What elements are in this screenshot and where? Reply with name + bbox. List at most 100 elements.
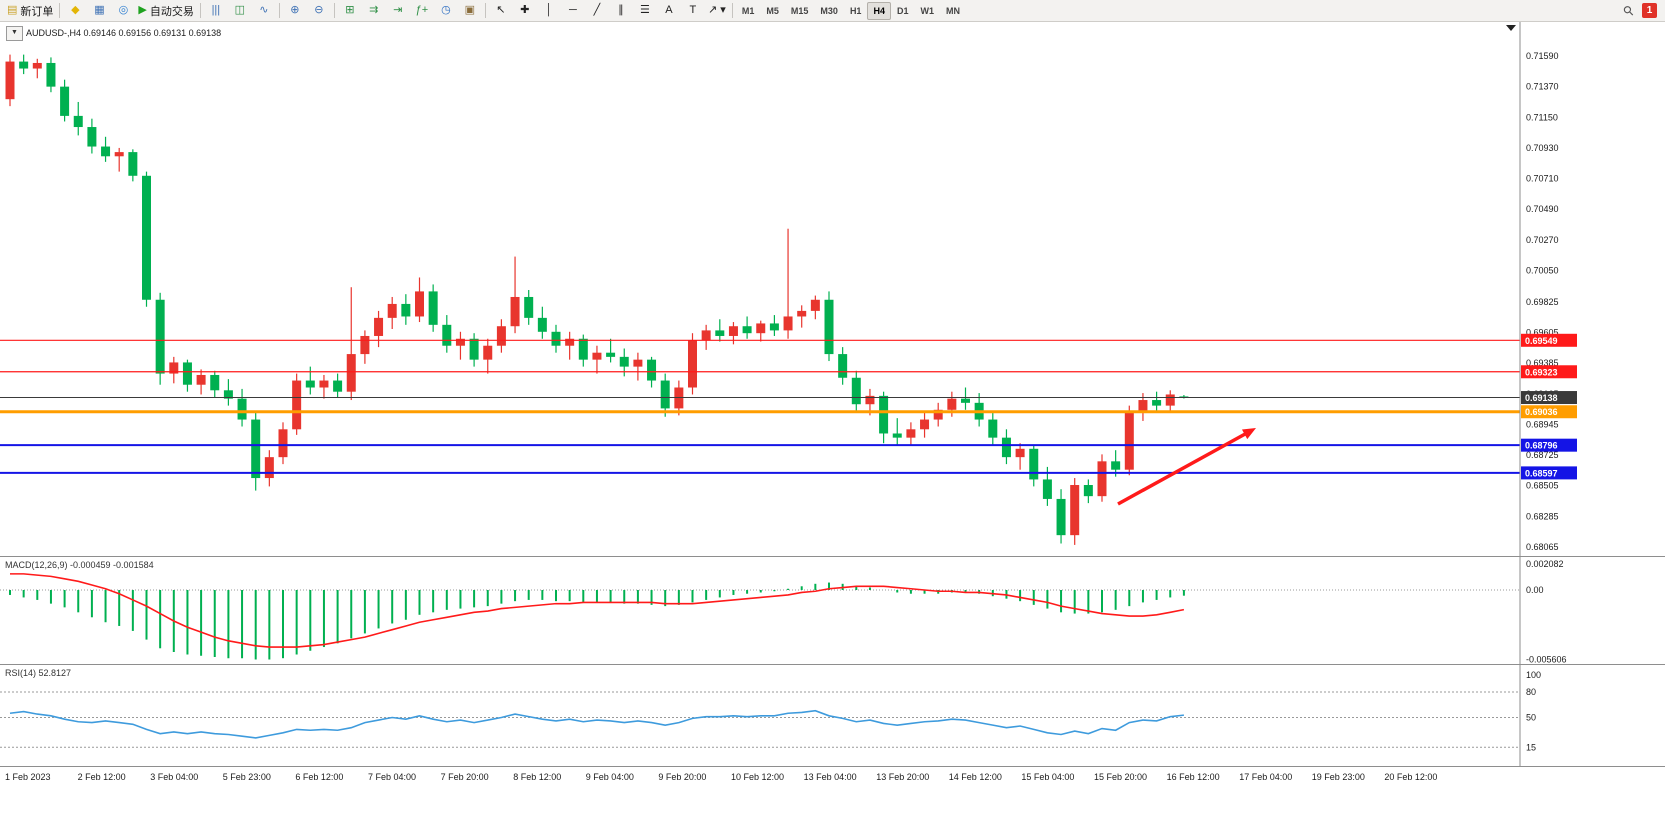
svg-text:0.71370: 0.71370 <box>1526 82 1559 92</box>
svg-text:-0.005606: -0.005606 <box>1526 655 1567 664</box>
timeframe-w1-button[interactable]: W1 <box>920 5 934 16</box>
channel-icon: ∥ <box>618 4 624 16</box>
market-watch-button[interactable]: ◆ <box>63 2 87 20</box>
macd-axis[interactable]: 0.002082 0.00 -0.005606 <box>1526 559 1567 664</box>
main-toolbar: ▤ 新订单 ◆ ▦ ◎ ▶ 自动交易 ||| ◫ ∿ ⊕ ⊖ ⊞ ⇉ ⇥ ƒ+ ◷ ▣ ↖ ✚ │ ─ ╱ ∥ ☰ A T ↗ ▾ M1… <box>0 0 1665 22</box>
macd-histogram <box>9 582 1185 660</box>
trendline-icon: ╱ <box>593 4 601 16</box>
time-axis-label: 5 Feb 23:00 <box>222 772 271 782</box>
template-image-icon: ▣ <box>464 4 476 16</box>
vertical-line-button[interactable]: │ <box>537 2 561 20</box>
svg-text:100: 100 <box>1526 670 1541 680</box>
time-axis-label: 1 Feb 2023 <box>5 772 51 782</box>
svg-text:0.69549: 0.69549 <box>1525 336 1558 346</box>
trend-arrow[interactable] <box>1117 428 1256 506</box>
autotrading-button-label: 自动交易 <box>149 5 194 18</box>
timeframe-d1-button[interactable]: D1 <box>896 5 909 16</box>
bar-chart-icon: ||| <box>211 4 221 16</box>
zoom-out-button[interactable]: ⊖ <box>307 2 331 20</box>
crosshair-button[interactable]: ✚ <box>513 2 537 20</box>
arrows-button[interactable]: ↗ ▾ <box>705 2 729 20</box>
new-order-button-label: 新订单 <box>20 5 54 18</box>
trendline-button[interactable]: ╱ <box>585 2 609 20</box>
line-chart-type-button[interactable]: ∿ <box>252 2 276 20</box>
time-axis-label: 8 Feb 12:00 <box>513 772 562 782</box>
scale-marker-icon <box>1506 25 1516 31</box>
macd-indicator-panel[interactable]: MACD(12,26,9) -0.000459 -0.001584 0.0020… <box>0 556 1665 664</box>
price-axis[interactable]: 0.71590 0.71370 0.71150 0.70930 0.70710 0.704… <box>1526 51 1559 552</box>
periods-button[interactable]: ◷ <box>434 2 458 20</box>
time-axis-label: 10 Feb 12:00 <box>731 772 785 782</box>
price-chart-panel[interactable]: ▼ AUDUSD-,H4 0.69146 0.69156 0.69131 0.6… <box>0 22 1665 556</box>
bar-chart-type-button[interactable]: ||| <box>204 2 228 20</box>
templates-button[interactable]: ▣ <box>458 2 482 20</box>
svg-text:0.68285: 0.68285 <box>1526 511 1559 521</box>
auto-scroll-button[interactable]: ⇉ <box>362 2 386 20</box>
auto-scroll-icon: ⇉ <box>369 4 379 16</box>
new-order-button[interactable]: ▤ 新订单 <box>4 2 56 20</box>
price-tag <box>1521 405 1577 419</box>
notification-badge[interactable]: 1 <box>1642 3 1657 18</box>
toolbar-right-group: ⚲ 1 <box>1620 1 1661 19</box>
price-tag <box>1521 466 1577 480</box>
data-window-button[interactable]: ▦ <box>87 2 111 20</box>
crosshair-icon: ✚ <box>520 4 530 16</box>
navigator-button[interactable]: ◎ <box>111 2 135 20</box>
timeframe-m1-button[interactable]: M1 <box>741 5 755 16</box>
horizontal-line-button[interactable]: ─ <box>561 2 585 20</box>
tile-windows-icon: ⊞ <box>345 4 355 16</box>
toolbar-separator <box>278 3 280 18</box>
chart-shift-button[interactable]: ⇥ <box>386 2 410 20</box>
svg-text:0.70270: 0.70270 <box>1526 235 1559 245</box>
svg-text:0.68597: 0.68597 <box>1525 468 1558 478</box>
time-axis-label: 15 Feb 20:00 <box>1094 772 1148 782</box>
timeframe-h1-button[interactable]: H1 <box>849 5 862 16</box>
time-axis-label: 20 Feb 12:00 <box>1384 772 1438 782</box>
toolbar-separator <box>59 3 61 18</box>
text-button[interactable]: A <box>657 2 681 20</box>
text-icon: A <box>665 4 673 16</box>
candlestick-chart-type-button[interactable]: ◫ <box>228 2 252 20</box>
svg-text:0.69605: 0.69605 <box>1526 327 1559 337</box>
svg-text:0.69825: 0.69825 <box>1526 297 1559 307</box>
time-axis[interactable]: 1 Feb 2023 2 Feb 12:00 3 Feb 04:00 5 Feb 23… <box>0 766 1665 788</box>
price-tag <box>1521 365 1577 379</box>
channel-button[interactable]: ∥ <box>609 2 633 20</box>
candlestick-chart-canvas[interactable]: 0.71590 0.71370 0.71150 0.70930 0.70710 0.704… <box>0 22 1665 556</box>
level-lines[interactable]: 0.69549 0.69323 0.69138 0.69036 0.68796 0.685… <box>0 333 1577 480</box>
candlestick-chart-icon: ◫ <box>234 4 246 16</box>
timeframe-m15-button[interactable]: M15 <box>790 5 809 16</box>
svg-text:50: 50 <box>1526 713 1536 723</box>
label-button[interactable]: T <box>681 2 705 20</box>
rsi-indicator-panel[interactable]: RSI(14) 52.8127 100 80 50 15 <box>0 664 1665 766</box>
toolbar-separator <box>199 3 201 18</box>
label-icon: T <box>689 4 697 16</box>
timeframe-mn-button[interactable]: MN <box>945 5 960 16</box>
svg-text:0.69036: 0.69036 <box>1525 407 1558 417</box>
navigator-icon: ◎ <box>118 4 129 16</box>
clock-icon: ◷ <box>441 4 451 16</box>
vertical-line-icon: │ <box>545 4 553 16</box>
timeframe-m30-button[interactable]: M30 <box>820 5 838 16</box>
symbol-info: AUDUSD-,H4 0.69146 0.69156 0.69131 0.691… <box>26 28 222 38</box>
svg-text:15: 15 <box>1526 742 1536 752</box>
zoom-in-button[interactable]: ⊕ <box>283 2 307 20</box>
svg-text:0.69138: 0.69138 <box>1525 393 1558 403</box>
indicators-button[interactable]: ƒ+ <box>410 2 434 20</box>
rsi-axis[interactable]: 100 80 50 15 <box>1526 670 1541 752</box>
cursor-arrow-icon: ↖ <box>496 4 506 16</box>
timeframe-h4-button[interactable]: H4 <box>867 1 891 20</box>
fibonacci-button[interactable]: ☰ <box>633 2 657 20</box>
svg-text:0.70050: 0.70050 <box>1526 266 1559 276</box>
macd-signal-line <box>10 573 1185 648</box>
horizontal-line-icon: ─ <box>568 4 577 16</box>
one-click-trading-collapse-button[interactable]: ▼ <box>6 26 23 41</box>
autotrading-button[interactable]: ▶ 自动交易 <box>135 2 196 20</box>
timeframe-m5-button[interactable]: M5 <box>766 5 779 16</box>
cursor-button[interactable]: ↖ <box>489 2 513 20</box>
toolbar-separator <box>731 3 733 18</box>
search-icon[interactable]: ⚲ <box>1620 1 1638 19</box>
line-chart-icon: ∿ <box>259 4 269 16</box>
indicators-icon: ƒ+ <box>415 4 429 16</box>
tile-windows-button[interactable]: ⊞ <box>338 2 362 20</box>
